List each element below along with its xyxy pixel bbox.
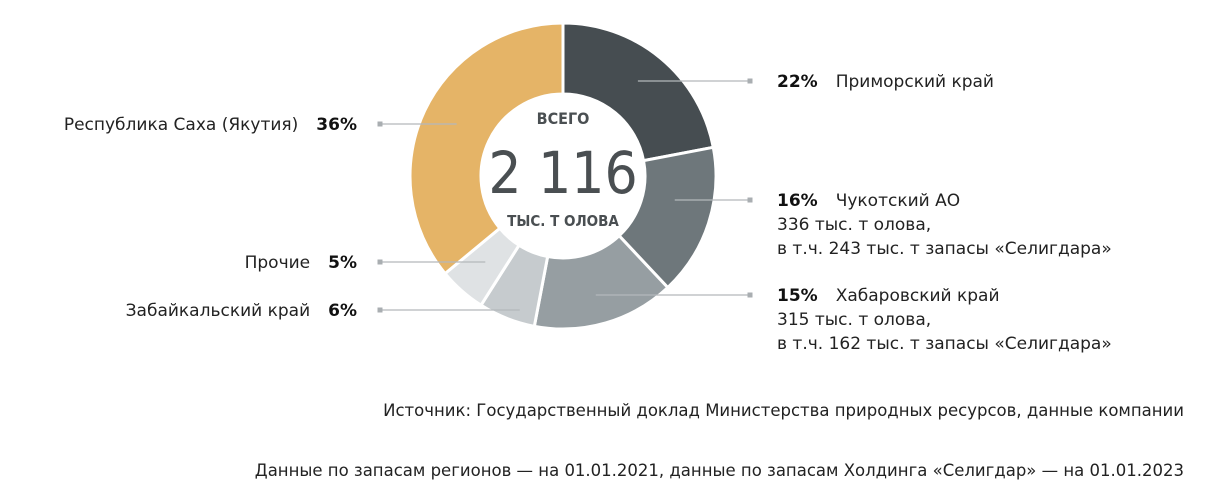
leader-dot-1 xyxy=(747,78,753,84)
slice-detail-3-2: в т.ч. 162 тыс. т запасы «Селигдара» xyxy=(777,334,1112,354)
slice-label-3: 15% Хабаровский край xyxy=(777,286,1000,306)
slice-region-name: Республика Саха (Якутия) xyxy=(64,115,298,135)
slice-detail-2-2: в т.ч. 243 тыс. т запасы «Селигдара» xyxy=(777,239,1112,259)
center-total-value: 2 116 xyxy=(488,139,637,207)
leader-dot-5 xyxy=(377,259,383,265)
slice-region-name: Чукотский АО xyxy=(836,191,960,211)
slice-percent: 5% xyxy=(328,253,357,273)
source-note: Источник: Государственный доклад Министе… xyxy=(383,401,1184,420)
leader-dot-4 xyxy=(377,307,383,313)
leader-dot-2 xyxy=(747,197,753,203)
slice-label-2: 16% Чукотский АО xyxy=(777,191,960,211)
slice-percent: 36% xyxy=(316,115,357,135)
slice-detail-3-1: 315 тыс. т олова, xyxy=(777,310,931,330)
slice-percent: 22% xyxy=(777,72,818,92)
slice-labels: 22% Приморский край 16% Чукотский АО 336 тыс… xyxy=(64,72,1112,354)
slice-region-name: Хабаровский край xyxy=(836,286,1000,306)
slice-percent: 16% xyxy=(777,191,818,211)
slice-region-name: Приморский край xyxy=(836,72,994,92)
date-note: Данные по запасам регионов — на 01.01.20… xyxy=(254,461,1184,480)
leader-dot-6 xyxy=(377,121,383,127)
leader-lines xyxy=(377,78,753,313)
center-total-unit-label: ТЫС. Т ОЛОВА xyxy=(507,212,619,230)
slice-label-5: Прочие 5% xyxy=(245,253,357,273)
slice-percent: 6% xyxy=(328,301,357,321)
slice-region-name: Забайкальский край xyxy=(126,301,310,321)
donut-center-hole xyxy=(481,94,645,258)
center-total-top-label: ВСЕГО xyxy=(537,109,590,128)
slice-label-1: 22% Приморский край xyxy=(777,72,994,92)
slice-region-name: Прочие xyxy=(245,253,311,273)
slice-label-6: Республика Саха (Якутия) 36% xyxy=(64,115,357,135)
slice-percent: 15% xyxy=(777,286,818,306)
leader-dot-3 xyxy=(747,292,753,298)
slice-label-4: Забайкальский край 6% xyxy=(126,301,357,321)
slice-detail-2-1: 336 тыс. т олова, xyxy=(777,215,931,235)
